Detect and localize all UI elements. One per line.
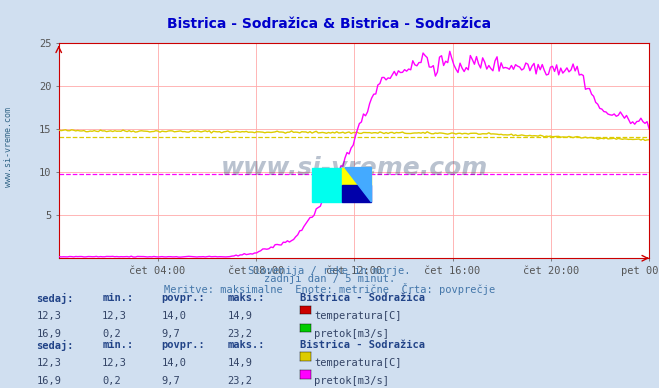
Text: 14,0: 14,0 [161, 311, 186, 321]
Text: 23,2: 23,2 [227, 376, 252, 386]
Text: www.si-vreme.com: www.si-vreme.com [4, 107, 13, 187]
Text: sedaj:: sedaj: [36, 293, 74, 304]
Text: temperatura[C]: temperatura[C] [314, 357, 402, 367]
Text: Bistrica - Sodražica: Bistrica - Sodražica [300, 340, 425, 350]
Text: 12,3: 12,3 [36, 311, 61, 321]
Text: 12,3: 12,3 [102, 357, 127, 367]
Text: Bistrica - Sodražica & Bistrica - Sodražica: Bistrica - Sodražica & Bistrica - Sodraž… [167, 17, 492, 31]
Text: Slovenija / reke in morje.: Slovenija / reke in morje. [248, 266, 411, 276]
Text: Bistrica - Sodražica: Bistrica - Sodražica [300, 293, 425, 303]
Text: 16,9: 16,9 [36, 376, 61, 386]
Text: maks.:: maks.: [227, 293, 265, 303]
Text: pretok[m3/s]: pretok[m3/s] [314, 376, 389, 386]
Text: 14,0: 14,0 [161, 357, 186, 367]
Text: 9,7: 9,7 [161, 376, 180, 386]
Text: 12,3: 12,3 [36, 357, 61, 367]
Text: Meritve: maksimalne  Enote: metrične  Črta: povprečje: Meritve: maksimalne Enote: metrične Črta… [164, 283, 495, 295]
Text: zadnji dan / 5 minut.: zadnji dan / 5 minut. [264, 274, 395, 284]
Text: 14,9: 14,9 [227, 357, 252, 367]
Text: 9,7: 9,7 [161, 329, 180, 339]
Text: 12,3: 12,3 [102, 311, 127, 321]
Text: min.:: min.: [102, 293, 133, 303]
Text: www.si-vreme.com: www.si-vreme.com [221, 156, 488, 180]
Text: sedaj:: sedaj: [36, 340, 74, 350]
Text: 14,9: 14,9 [227, 311, 252, 321]
Bar [342, 185, 372, 202]
Text: maks.:: maks.: [227, 340, 265, 350]
Text: povpr.:: povpr.: [161, 340, 205, 350]
Bar [342, 168, 372, 185]
Text: 0,2: 0,2 [102, 376, 121, 386]
Text: povpr.:: povpr.: [161, 293, 205, 303]
Text: 16,9: 16,9 [36, 329, 61, 339]
Polygon shape [345, 168, 372, 202]
Text: 0,2: 0,2 [102, 329, 121, 339]
Text: min.:: min.: [102, 340, 133, 350]
Text: temperatura[C]: temperatura[C] [314, 311, 402, 321]
Text: 23,2: 23,2 [227, 329, 252, 339]
Bar [312, 168, 342, 202]
Text: pretok[m3/s]: pretok[m3/s] [314, 329, 389, 339]
